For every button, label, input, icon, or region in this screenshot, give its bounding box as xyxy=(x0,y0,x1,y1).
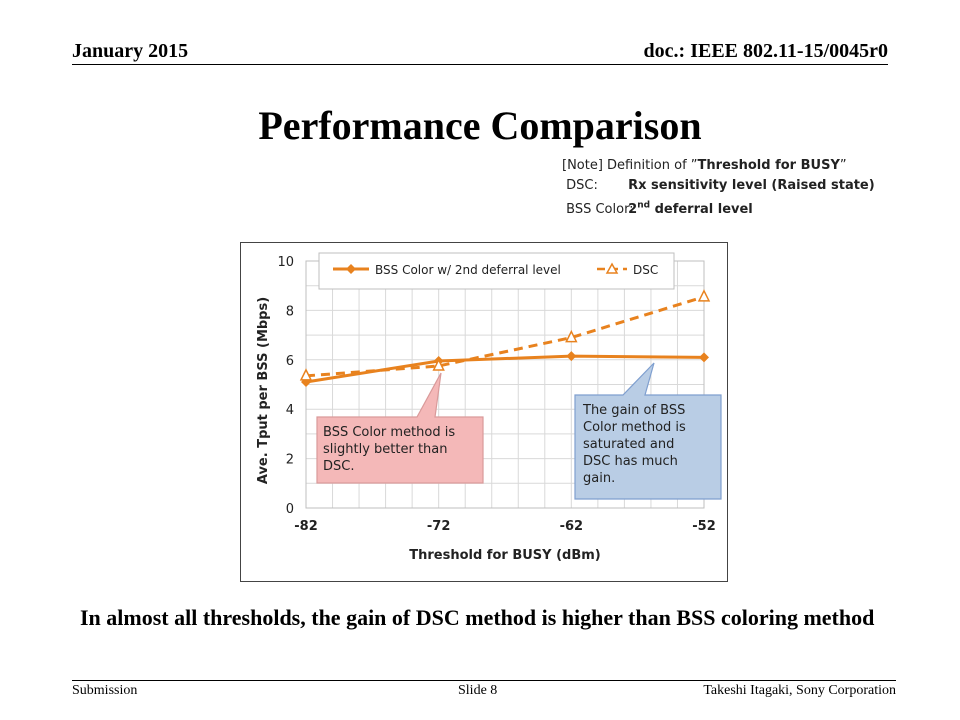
legend-marker-dsc xyxy=(605,262,619,274)
footer-rule xyxy=(72,680,896,681)
footer-slide-number: Slide 8 xyxy=(458,683,498,698)
note-value-suffix: deferral level xyxy=(650,202,753,218)
data-point-dsc xyxy=(432,358,445,371)
footer-left: Submission xyxy=(72,683,138,698)
note-row-label: BSS Color: xyxy=(566,202,634,218)
note-row-bss-color: BSS Color:2nd deferral level xyxy=(562,196,875,220)
callout-text-bss-color-saturated: The gain of BSS Color method is saturated … xyxy=(582,403,686,486)
callout-text-line: DSC has much xyxy=(583,454,678,469)
y-tick-label: 6 xyxy=(286,354,294,369)
slide-title: Performance Comparison xyxy=(258,103,702,148)
y-tick-label: 2 xyxy=(286,453,294,468)
data-point-dsc xyxy=(565,329,578,343)
note-value-sup: nd xyxy=(637,201,651,211)
callout-text-line: gain. xyxy=(583,471,615,486)
note-row-value: 2nd deferral level xyxy=(628,201,753,218)
data-point-dsc xyxy=(697,289,711,302)
x-tick-label: -82 xyxy=(294,519,318,534)
summary-text: In almost all thresholds, the gain of DS… xyxy=(80,605,875,630)
note-row-label: DSC: xyxy=(566,178,598,193)
footer-author: Takeshi Itagaki, Sony Corporation xyxy=(703,683,896,698)
y-tick-label: 4 xyxy=(286,403,294,418)
throughput-chart: 0 2 4 6 8 10 -82 -72 -62 -52 Threshold for BUSY (d… xyxy=(256,252,722,563)
definition-note: [Note] Definition of ”Threshold for BUSY… xyxy=(562,156,875,220)
legend-marker-bss-color xyxy=(346,264,356,274)
y-tick-label: 8 xyxy=(286,304,294,319)
callout-text-line: BSS Color method is xyxy=(323,425,455,440)
legend-label-bss-color: BSS Color w/ 2nd deferral level xyxy=(375,263,561,277)
x-tick-label: -62 xyxy=(560,519,584,534)
x-tick-label: -52 xyxy=(692,519,716,534)
header-doc-id: doc.: IEEE 802.11-15/0045r0 xyxy=(643,40,888,62)
header-date: January 2015 xyxy=(72,40,189,62)
y-tick-label: 10 xyxy=(277,255,294,270)
x-axis-label: Threshold for BUSY (dBm) xyxy=(409,548,601,563)
data-point-dsc xyxy=(299,368,313,381)
note-heading-term: Threshold for BUSY xyxy=(697,158,840,173)
y-tick-label: 0 xyxy=(286,502,294,517)
callout-text-line: Color method is xyxy=(583,420,686,435)
data-point-bss-color xyxy=(699,352,709,363)
note-row-value: Rx sensitivity level (Raised state) xyxy=(628,178,875,193)
x-tick-label: -72 xyxy=(427,519,451,534)
callout-bss-color-saturated xyxy=(574,362,722,500)
callout-text-line: DSC. xyxy=(323,459,354,474)
series-line-dsc xyxy=(305,295,705,378)
callout-text-bss-color-better: BSS Color method is slightly better than D… xyxy=(323,425,455,474)
callout-text-line: The gain of BSS xyxy=(582,403,685,418)
note-value-prefix: 2 xyxy=(628,202,638,218)
callout-text-line: saturated and xyxy=(583,437,674,452)
callout-text-line: slightly better than xyxy=(323,442,447,457)
chart-frame: 0 2 4 6 8 10 -82 -72 -62 -52 Threshold for BUSY (d… xyxy=(240,242,728,582)
callout-bss-color-better xyxy=(316,372,484,484)
header-rule xyxy=(72,64,888,65)
note-row-dsc: DSC: Rx sensitivity level (Raised state) xyxy=(562,176,875,196)
y-axis-label: Ave. Tput per BSS (Mbps) xyxy=(256,297,271,484)
note-heading-suffix: ” xyxy=(839,158,847,173)
legend-label-dsc: DSC xyxy=(633,263,658,277)
note-heading: [Note] Definition of ”Threshold for BUSY… xyxy=(562,156,875,176)
note-heading-prefix: [Note] Definition of ” xyxy=(562,158,698,173)
data-point-bss-color xyxy=(566,351,577,362)
